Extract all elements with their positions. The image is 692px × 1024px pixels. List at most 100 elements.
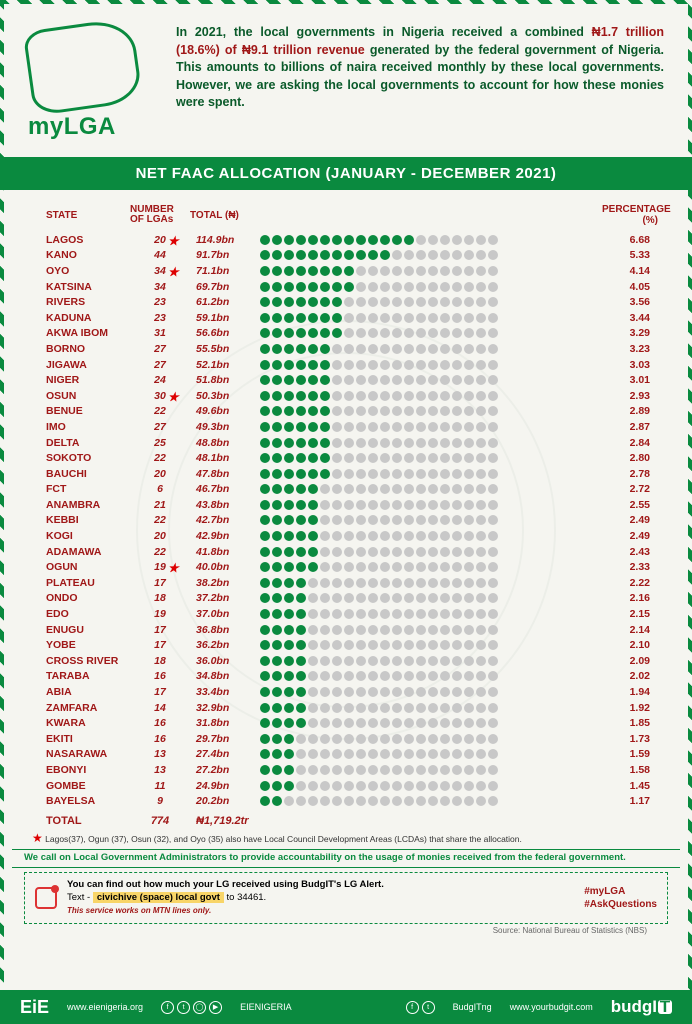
lgas-cell: 6 bbox=[130, 483, 190, 495]
table-row: SOKOTO2248.1bn2.80 bbox=[30, 450, 662, 466]
dot-chart bbox=[260, 781, 602, 791]
lgas-cell: 24 bbox=[130, 374, 190, 386]
dot-chart bbox=[260, 282, 602, 292]
sms-icon bbox=[35, 887, 57, 909]
pct-cell: 1.94 bbox=[602, 686, 662, 698]
lgas-cell: 16 bbox=[130, 733, 190, 745]
lgas-cell: 22 bbox=[130, 546, 190, 558]
state-cell: OSUN bbox=[30, 390, 130, 402]
table-row: NASARAWA1327.4bn1.59 bbox=[30, 747, 662, 763]
logo-box: myLGA bbox=[28, 24, 158, 141]
total-cell: 27.4bn bbox=[190, 748, 260, 760]
logo-text: myLGA bbox=[28, 113, 158, 141]
total-lgas: 774 bbox=[130, 815, 190, 827]
dot-chart bbox=[260, 484, 602, 494]
lgas-cell: 30★ bbox=[130, 390, 190, 402]
pct-cell: 1.17 bbox=[602, 795, 662, 807]
pct-cell: 1.45 bbox=[602, 780, 662, 792]
dot-chart bbox=[260, 640, 602, 650]
dot-chart bbox=[260, 718, 602, 728]
pct-cell: 2.87 bbox=[602, 421, 662, 433]
lgas-cell: 14 bbox=[130, 702, 190, 714]
th-lgas: NUMBER OF LGAs bbox=[130, 205, 190, 226]
dot-chart bbox=[260, 375, 602, 385]
total-cell: 50.3bn bbox=[190, 390, 260, 402]
dot-chart bbox=[260, 406, 602, 416]
allocation-table: STATE NUMBER OF LGAs TOTAL (₦) PERCENTAG… bbox=[0, 200, 692, 829]
lgas-cell: 16 bbox=[130, 717, 190, 729]
total-cell: 52.1bn bbox=[190, 359, 260, 371]
th-total: TOTAL (₦) bbox=[190, 210, 260, 221]
pct-cell: 1.59 bbox=[602, 748, 662, 760]
total-amount: ₦1,719.2tr bbox=[190, 815, 260, 827]
dot-chart bbox=[260, 578, 602, 588]
total-cell: 41.8bn bbox=[190, 546, 260, 558]
facebook-icon: f bbox=[161, 1001, 174, 1014]
state-cell: KATSINA bbox=[30, 281, 130, 293]
eie-socials: f t ◯ ▶ bbox=[161, 1001, 222, 1014]
total-cell: 38.2bn bbox=[190, 577, 260, 589]
state-cell: KWARA bbox=[30, 717, 130, 729]
th-state: STATE bbox=[30, 210, 130, 221]
eie-handle: EIENIGERIA bbox=[240, 1002, 292, 1012]
dot-chart bbox=[260, 609, 602, 619]
pct-cell: 2.78 bbox=[602, 468, 662, 480]
state-cell: SOKOTO bbox=[30, 452, 130, 464]
state-cell: BORNO bbox=[30, 343, 130, 355]
total-cell: 91.7bn bbox=[190, 249, 260, 261]
state-cell: EBONYI bbox=[30, 764, 130, 776]
total-cell: 46.7bn bbox=[190, 483, 260, 495]
budgit-url: www.yourbudgit.com bbox=[510, 1002, 593, 1012]
table-row: AKWA IBOM3156.6bn3.29 bbox=[30, 326, 662, 342]
total-cell: 37.2bn bbox=[190, 592, 260, 604]
cta-box: You can find out how much your LG receiv… bbox=[24, 872, 668, 924]
youtube-icon: ▶ bbox=[209, 1001, 222, 1014]
dot-chart bbox=[260, 250, 602, 260]
pct-cell: 3.29 bbox=[602, 327, 662, 339]
pct-cell: 2.93 bbox=[602, 390, 662, 402]
state-cell: YOBE bbox=[30, 639, 130, 651]
footnote: ★ Lagos(37), Ogun (37), Osun (32), and O… bbox=[0, 829, 692, 849]
state-cell: TARABA bbox=[30, 670, 130, 682]
pct-cell: 5.33 bbox=[602, 249, 662, 261]
intro-pre: In 2021, the local governments in Nigeri… bbox=[176, 25, 592, 39]
pct-cell: 2.22 bbox=[602, 577, 662, 589]
lgas-cell: 19★ bbox=[130, 561, 190, 573]
total-cell: 56.6bn bbox=[190, 327, 260, 339]
table-row: KWARA1631.8bn1.85 bbox=[30, 715, 662, 731]
dot-chart bbox=[260, 671, 602, 681]
star-icon: ★ bbox=[168, 390, 179, 404]
sms-keyword: civichive (space) local govt bbox=[93, 892, 224, 903]
pct-cell: 2.16 bbox=[602, 592, 662, 604]
state-cell: ADAMAWA bbox=[30, 546, 130, 558]
total-cell: 34.8bn bbox=[190, 670, 260, 682]
lgas-cell: 23 bbox=[130, 312, 190, 324]
total-cell: 49.6bn bbox=[190, 405, 260, 417]
table-row: GOMBE1124.9bn1.45 bbox=[30, 778, 662, 794]
state-cell: ANAMBRA bbox=[30, 499, 130, 511]
pct-cell: 3.03 bbox=[602, 359, 662, 371]
lgas-cell: 13 bbox=[130, 748, 190, 760]
state-cell: OGUN bbox=[30, 561, 130, 573]
callout-strip: We call on Local Government Administrato… bbox=[12, 849, 680, 868]
dot-chart bbox=[260, 656, 602, 666]
dot-chart bbox=[260, 438, 602, 448]
lgas-cell: 18 bbox=[130, 655, 190, 667]
total-cell: 37.0bn bbox=[190, 608, 260, 620]
table-row: EDO1937.0bn2.15 bbox=[30, 606, 662, 622]
pct-cell: 2.89 bbox=[602, 405, 662, 417]
pct-cell: 2.10 bbox=[602, 639, 662, 651]
table-row: EBONYI1327.2bn1.58 bbox=[30, 762, 662, 778]
table-row: BAUCHI2047.8bn2.78 bbox=[30, 466, 662, 482]
dot-chart bbox=[260, 547, 602, 557]
twitter-icon: t bbox=[422, 1001, 435, 1014]
pct-cell: 2.72 bbox=[602, 483, 662, 495]
pct-cell: 2.15 bbox=[602, 608, 662, 620]
table-row: BENUE2249.6bn2.89 bbox=[30, 404, 662, 420]
state-cell: ONDO bbox=[30, 592, 130, 604]
table-row: ADAMAWA2241.8bn2.43 bbox=[30, 544, 662, 560]
title-bar: NET FAAC ALLOCATION (JANUARY - DECEMBER … bbox=[0, 157, 692, 190]
dot-chart bbox=[260, 360, 602, 370]
table-header: STATE NUMBER OF LGAs TOTAL (₦) PERCENTAG… bbox=[30, 200, 662, 232]
instagram-icon: ◯ bbox=[193, 1001, 206, 1014]
